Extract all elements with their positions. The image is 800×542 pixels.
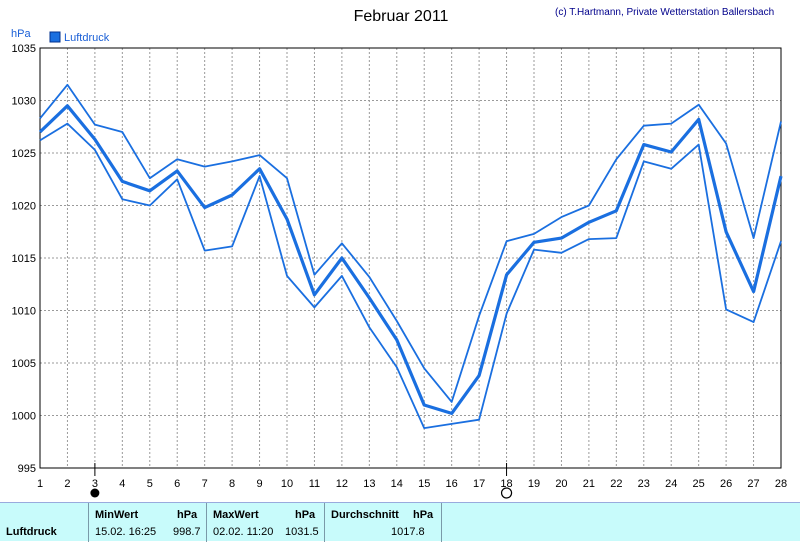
min-time: 15.02. 16:25 bbox=[95, 526, 157, 538]
max-value: 1031.5 bbox=[285, 526, 319, 538]
y-tick-label: 1030 bbox=[12, 96, 36, 108]
series-line-min bbox=[39, 122, 782, 430]
avg-stat-cell: Durchschnitt hPa 1017.8 bbox=[324, 503, 442, 542]
min-unit: hPa bbox=[177, 509, 198, 521]
x-axis: 1 2 3 4 5 6 7 8 9 10 11 12 13 14 15 16 17 18 19 20 21 22 23 24 2… bbox=[37, 478, 787, 490]
x-tick-label: 9 bbox=[256, 478, 262, 490]
max-unit: hPa bbox=[295, 509, 316, 521]
x-tick-label: 28 bbox=[775, 478, 787, 490]
x-tick-label: 26 bbox=[720, 478, 732, 490]
x-tick-label: 15 bbox=[418, 478, 430, 490]
legend-swatch bbox=[49, 31, 61, 43]
plot-frame bbox=[39, 47, 782, 469]
min-stat-cell: MinWert hPa 15.02. 16:25 998.7 bbox=[88, 503, 206, 542]
x-tick-label: 14 bbox=[391, 478, 403, 490]
full-moon-marker bbox=[500, 487, 513, 499]
chart-title: Februar 2011 bbox=[354, 8, 449, 25]
x-tick-label: 22 bbox=[610, 478, 622, 490]
x-tick-label: 23 bbox=[638, 478, 650, 490]
y-tick-label: 1000 bbox=[12, 411, 36, 423]
x-tick-label: 3 bbox=[92, 478, 98, 490]
x-tick-label: 1 bbox=[37, 478, 43, 490]
x-tick-label: 20 bbox=[555, 478, 567, 490]
moon-markers bbox=[90, 463, 513, 499]
series-lines bbox=[38, 83, 783, 430]
x-tick-label: 12 bbox=[336, 478, 348, 490]
x-tick-label: 27 bbox=[747, 478, 759, 490]
x-tick-label: 8 bbox=[229, 478, 235, 490]
y-axis-unit: hPa bbox=[11, 28, 31, 40]
x-tick-label: 6 bbox=[174, 478, 180, 490]
max-header: MaxWert bbox=[213, 509, 259, 521]
x-tick-label: 16 bbox=[446, 478, 458, 490]
x-tick-label: 21 bbox=[583, 478, 595, 490]
x-tick-label: 7 bbox=[202, 478, 208, 490]
pressure-chart: Februar 2011 (c) T.Hartmann, Private Wet… bbox=[11, 7, 787, 499]
grid-lines bbox=[40, 48, 781, 468]
x-tick-label: 2 bbox=[64, 478, 70, 490]
x-tick-label: 10 bbox=[281, 478, 293, 490]
legend-label: Luftdruck bbox=[64, 32, 110, 44]
x-tick-label: 18 bbox=[500, 478, 512, 490]
max-time: 02.02. 11:20 bbox=[213, 526, 274, 538]
x-tick-label: 11 bbox=[309, 478, 320, 490]
min-value: 998.7 bbox=[173, 526, 201, 538]
y-tick-label: 995 bbox=[18, 463, 36, 475]
x-tick-label: 5 bbox=[147, 478, 153, 490]
y-tick-label: 1015 bbox=[12, 253, 36, 265]
stats-row-label: Luftdruck bbox=[6, 526, 57, 538]
y-tick-label: 1005 bbox=[12, 358, 36, 370]
y-tick-label: 1035 bbox=[12, 43, 36, 55]
x-tick-label: 17 bbox=[473, 478, 485, 490]
x-tick-label: 4 bbox=[119, 478, 125, 490]
min-header: MinWert bbox=[95, 509, 139, 521]
y-tick-label: 1025 bbox=[12, 148, 36, 160]
y-axis: 995 1000 1005 1010 1015 1020 1025 1030 1035 bbox=[12, 43, 36, 475]
new-moon-marker bbox=[90, 488, 100, 498]
statistics-bar: Luftdruck MinWert hPa 15.02. 16:25 998.7… bbox=[0, 502, 800, 542]
avg-unit: hPa bbox=[413, 509, 434, 521]
x-tick-label: 24 bbox=[665, 478, 677, 490]
x-tick-label: 19 bbox=[528, 478, 540, 490]
y-tick-label: 1020 bbox=[12, 201, 36, 213]
y-tick-label: 1010 bbox=[12, 306, 36, 318]
x-tick-label: 13 bbox=[363, 478, 375, 490]
copyright-notice: (c) T.Hartmann, Private Wetterstation Ba… bbox=[555, 7, 774, 18]
avg-value: 1017.8 bbox=[391, 526, 425, 538]
x-tick-label: 25 bbox=[693, 478, 705, 490]
series-line-luftdruck bbox=[38, 104, 783, 415]
series-line-max bbox=[39, 83, 782, 403]
max-stat-cell: MaxWert hPa 02.02. 11:20 1031.5 bbox=[206, 503, 324, 542]
avg-header: Durchschnitt bbox=[331, 509, 399, 521]
